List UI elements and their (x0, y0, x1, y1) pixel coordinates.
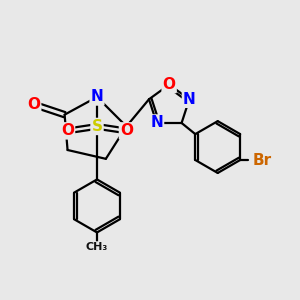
Text: N: N (183, 92, 196, 107)
Text: O: O (163, 77, 176, 92)
Text: O: O (27, 97, 40, 112)
Text: O: O (61, 123, 74, 138)
Text: O: O (120, 123, 133, 138)
Text: N: N (91, 89, 103, 104)
Text: CH₃: CH₃ (86, 242, 108, 252)
Text: Br: Br (253, 152, 272, 167)
Text: S: S (92, 119, 103, 134)
Text: N: N (150, 116, 163, 130)
